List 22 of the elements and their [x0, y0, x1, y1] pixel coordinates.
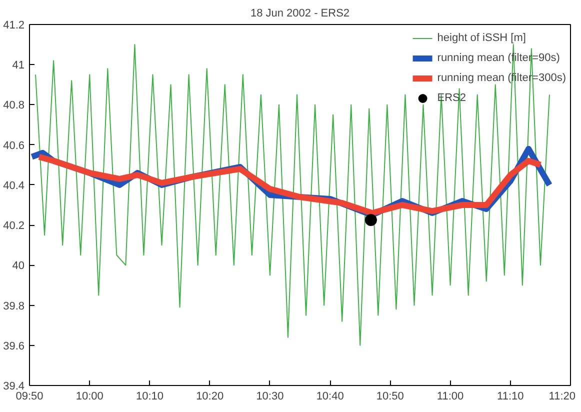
x-tick-label: 10:30	[256, 390, 284, 402]
y-tick-label: 40.4	[3, 180, 25, 192]
x-tick-label: 10:20	[196, 390, 224, 402]
x-tick-label: 10:00	[76, 390, 104, 402]
y-tick-label: 39.6	[3, 340, 25, 352]
x-tick-label: 10:10	[136, 390, 164, 402]
y-tick-label: 40	[12, 260, 25, 272]
y-tick-label: 40.8	[3, 100, 25, 112]
x-tick-label: 11:00	[436, 390, 464, 402]
y-tick-label: 39.8	[3, 300, 25, 312]
legend-label: height of iSSH [m]	[437, 32, 526, 44]
y-tick-label: 39.4	[3, 380, 25, 392]
x-tick-label: 11:20	[548, 390, 576, 402]
x-tick-label: 11:10	[497, 390, 524, 402]
y-tick-label: 41	[12, 60, 25, 72]
x-tick-label: 10:50	[376, 390, 404, 402]
x-tick-label: 10:40	[316, 390, 344, 402]
y-tick-label: 41.2	[3, 20, 25, 32]
y-tick-label: 40.6	[3, 140, 25, 152]
x-tick-label: 09:50	[16, 390, 44, 402]
chart-title: 18 Jun 2002 - ERS2	[250, 8, 350, 20]
y-tick-label: 40.2	[3, 220, 25, 232]
